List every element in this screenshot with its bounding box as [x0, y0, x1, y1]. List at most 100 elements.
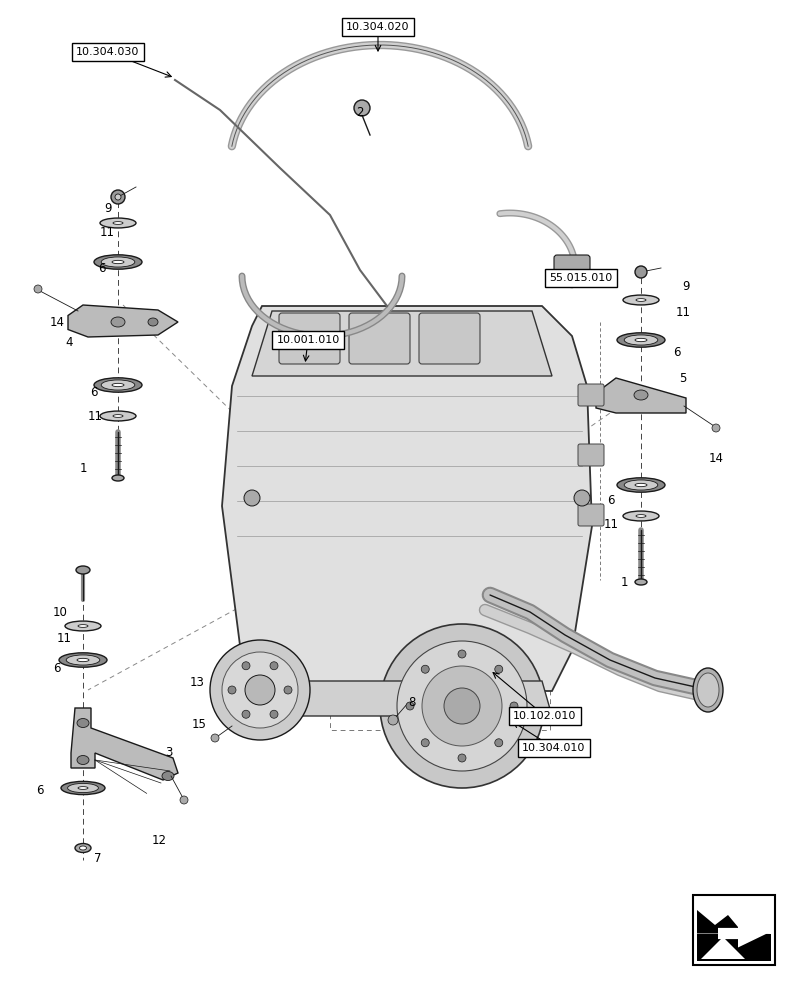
Text: 15: 15 — [192, 718, 207, 730]
Text: 6: 6 — [53, 662, 61, 674]
Text: 11: 11 — [88, 410, 103, 422]
Ellipse shape — [100, 218, 136, 228]
Text: 6: 6 — [36, 784, 44, 796]
Circle shape — [458, 650, 466, 658]
Text: 11: 11 — [676, 306, 691, 318]
Circle shape — [284, 686, 292, 694]
Text: 6: 6 — [98, 261, 106, 274]
Ellipse shape — [635, 338, 647, 342]
Ellipse shape — [162, 772, 174, 780]
FancyBboxPatch shape — [578, 504, 604, 526]
Ellipse shape — [111, 317, 125, 327]
Text: 11: 11 — [57, 632, 72, 645]
Circle shape — [242, 662, 250, 670]
Ellipse shape — [77, 718, 89, 728]
Circle shape — [494, 665, 503, 673]
Ellipse shape — [79, 846, 86, 850]
Ellipse shape — [636, 515, 646, 517]
Circle shape — [270, 662, 278, 670]
Circle shape — [180, 796, 188, 804]
Text: 13: 13 — [190, 676, 205, 690]
Text: 6: 6 — [607, 493, 615, 506]
Ellipse shape — [77, 756, 89, 764]
Text: 11: 11 — [100, 227, 115, 239]
Bar — [330, 630, 550, 730]
Circle shape — [421, 739, 429, 747]
Text: 5: 5 — [679, 371, 686, 384]
Circle shape — [421, 665, 429, 673]
Text: 1: 1 — [80, 462, 87, 475]
Ellipse shape — [77, 658, 89, 662]
Text: 4: 4 — [65, 336, 73, 349]
Ellipse shape — [113, 415, 123, 417]
Circle shape — [494, 739, 503, 747]
Text: 6: 6 — [90, 385, 98, 398]
Circle shape — [635, 266, 647, 278]
Circle shape — [242, 710, 250, 718]
Ellipse shape — [76, 566, 90, 574]
Polygon shape — [718, 920, 767, 948]
Ellipse shape — [148, 318, 158, 326]
FancyBboxPatch shape — [554, 255, 590, 281]
Ellipse shape — [617, 333, 665, 347]
Circle shape — [574, 490, 590, 506]
Text: 14: 14 — [50, 316, 65, 328]
Ellipse shape — [94, 378, 142, 392]
FancyBboxPatch shape — [419, 313, 480, 364]
Ellipse shape — [625, 335, 658, 345]
Ellipse shape — [634, 390, 648, 400]
Circle shape — [422, 666, 502, 746]
Ellipse shape — [61, 781, 105, 795]
FancyBboxPatch shape — [279, 313, 340, 364]
Circle shape — [211, 734, 219, 742]
Ellipse shape — [66, 655, 100, 665]
Ellipse shape — [112, 383, 124, 387]
Polygon shape — [68, 305, 178, 337]
Ellipse shape — [625, 480, 658, 490]
Ellipse shape — [75, 844, 91, 852]
Circle shape — [380, 624, 544, 788]
Circle shape — [34, 285, 42, 293]
Circle shape — [397, 641, 527, 771]
Text: 10.304.030: 10.304.030 — [76, 47, 140, 57]
Ellipse shape — [112, 475, 124, 481]
Ellipse shape — [636, 299, 646, 301]
Ellipse shape — [68, 783, 99, 793]
Text: 11: 11 — [604, 518, 619, 532]
Polygon shape — [596, 378, 686, 413]
Circle shape — [388, 715, 398, 725]
Text: 10.102.010: 10.102.010 — [513, 711, 577, 721]
Ellipse shape — [617, 478, 665, 492]
Circle shape — [115, 194, 121, 200]
Text: 6: 6 — [673, 347, 680, 360]
Polygon shape — [252, 311, 552, 376]
Ellipse shape — [697, 673, 719, 707]
Circle shape — [510, 702, 518, 710]
Polygon shape — [222, 306, 592, 691]
Text: 9: 9 — [682, 280, 689, 294]
Circle shape — [245, 675, 275, 705]
Ellipse shape — [78, 787, 88, 789]
Bar — [693, 895, 775, 965]
Ellipse shape — [100, 411, 136, 421]
Circle shape — [111, 190, 125, 204]
Circle shape — [354, 100, 370, 116]
Circle shape — [712, 424, 720, 432]
Polygon shape — [697, 910, 771, 934]
Ellipse shape — [94, 255, 142, 269]
Ellipse shape — [101, 257, 135, 267]
Text: 14: 14 — [709, 452, 724, 464]
Circle shape — [406, 702, 414, 710]
Text: 10: 10 — [53, 605, 68, 618]
Polygon shape — [697, 934, 771, 961]
Ellipse shape — [113, 222, 123, 224]
Circle shape — [458, 754, 466, 762]
Text: 1: 1 — [621, 576, 629, 589]
Ellipse shape — [693, 668, 723, 712]
Polygon shape — [701, 937, 745, 959]
Text: 3: 3 — [165, 746, 172, 758]
FancyBboxPatch shape — [578, 444, 604, 466]
Text: 10.001.010: 10.001.010 — [276, 335, 339, 345]
Text: 55.015.010: 55.015.010 — [549, 273, 612, 283]
Text: 8: 8 — [408, 696, 415, 710]
